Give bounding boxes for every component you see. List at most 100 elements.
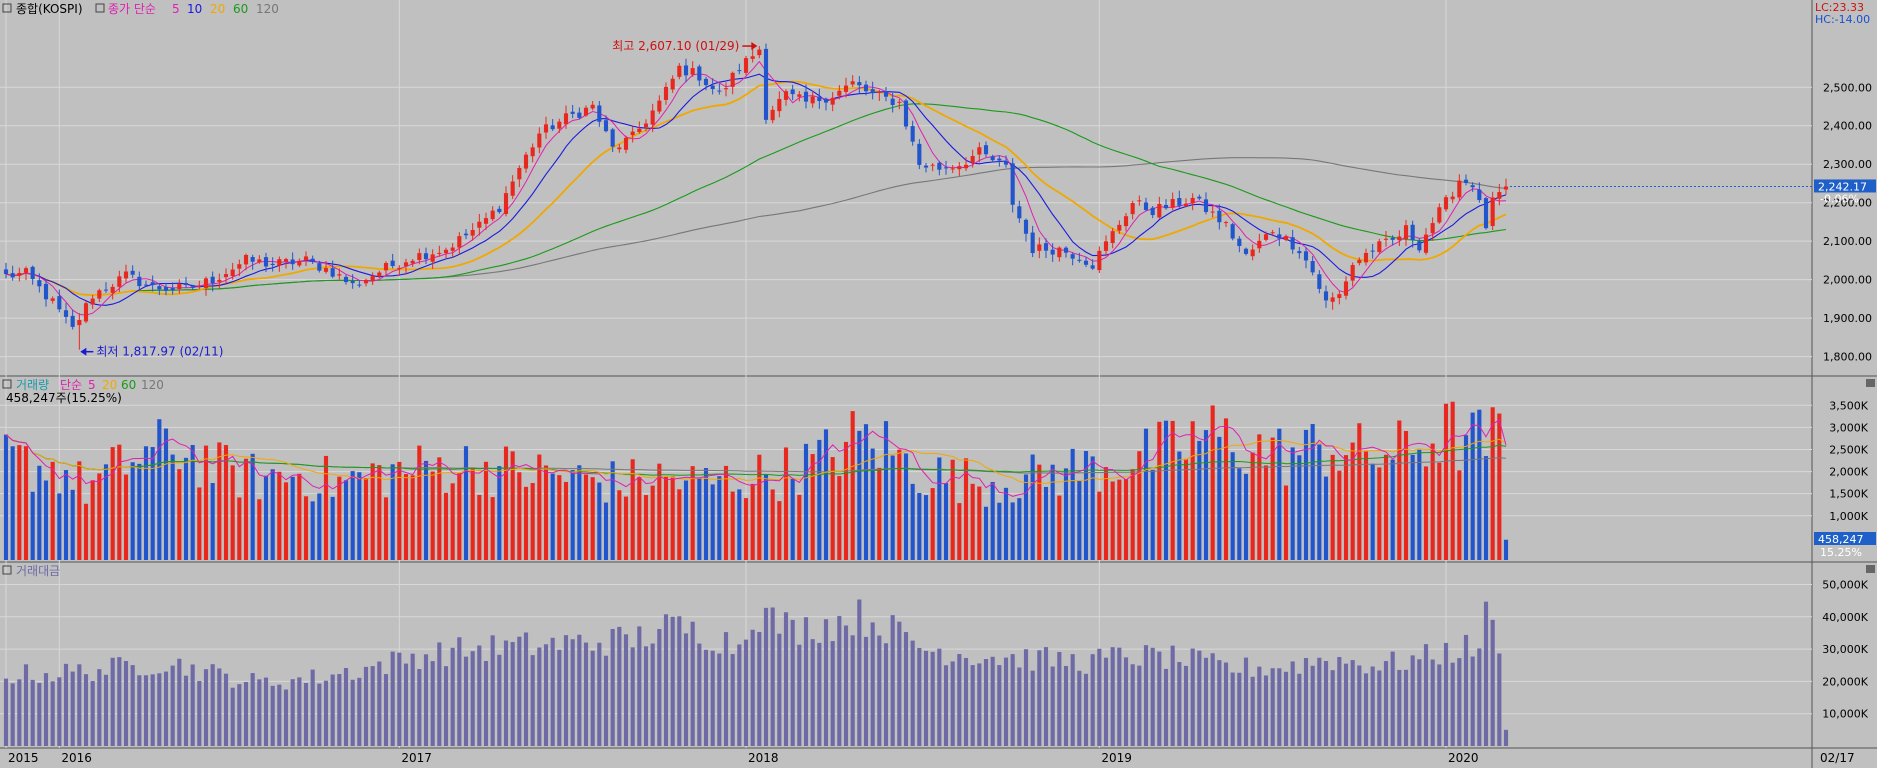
candle	[1143, 197, 1149, 212]
volume-bar	[70, 489, 75, 560]
amount-bar	[270, 685, 275, 746]
ma5-line	[5, 60, 1507, 316]
amount-bar	[803, 617, 809, 746]
volume-bar	[1243, 473, 1249, 560]
amount-bar	[1023, 649, 1029, 746]
candle-body	[963, 164, 969, 169]
amount-bar	[1317, 657, 1322, 746]
candle	[357, 280, 362, 288]
candle-body	[10, 273, 15, 278]
volume-bar	[363, 478, 369, 560]
volume-bar	[457, 472, 462, 560]
candle	[617, 143, 622, 153]
volume-bar	[503, 446, 509, 560]
candle	[883, 86, 889, 102]
volume-bar	[1403, 431, 1409, 560]
candle	[1323, 285, 1329, 308]
volume-bar	[957, 503, 962, 560]
candle-body	[197, 285, 202, 287]
candle-body	[637, 128, 642, 133]
candle	[810, 90, 815, 108]
amount-bar	[1110, 647, 1115, 746]
volume-bar	[717, 476, 722, 560]
amount-bar	[17, 679, 22, 746]
volume-panel-menu-icon[interactable]	[2, 379, 12, 389]
candle-body	[690, 68, 695, 75]
volume-bar	[1203, 430, 1209, 560]
candle-body	[1010, 163, 1015, 205]
volume-bar	[737, 489, 742, 560]
volume-bar	[557, 475, 562, 560]
amount-bar	[230, 687, 235, 746]
volume-bar	[1103, 467, 1109, 560]
last-price-value: 2,242.17	[1818, 180, 1867, 193]
candle	[1050, 243, 1055, 262]
volume-bar	[1070, 448, 1075, 560]
candle	[1070, 252, 1075, 266]
amount-bar	[1283, 671, 1289, 746]
candle	[803, 84, 809, 109]
amount-bar	[290, 679, 295, 746]
amount-bar	[757, 631, 762, 746]
amount-bar	[1377, 670, 1382, 746]
candle	[3, 262, 9, 279]
amount-bar	[630, 647, 635, 746]
candle	[1210, 205, 1215, 218]
candle	[657, 95, 662, 114]
candle-body	[1297, 251, 1302, 254]
volume-last-value: 458,247	[1818, 533, 1864, 546]
amount-bar	[783, 612, 789, 746]
candle	[1410, 220, 1415, 248]
candle	[190, 284, 195, 291]
candle	[63, 303, 69, 324]
candle-body	[190, 286, 195, 288]
candle-body	[1370, 250, 1375, 252]
amount-panel-minimize-icon[interactable]	[1866, 565, 1875, 573]
amount-bar	[1210, 653, 1215, 746]
volume-bar	[1117, 479, 1122, 560]
volume-bar	[757, 454, 762, 560]
candle-body	[70, 315, 75, 327]
candle-body	[337, 274, 342, 276]
price-y-tick: 2,500.00	[1823, 81, 1872, 94]
candle	[1483, 196, 1489, 230]
amount-bar	[1417, 659, 1422, 746]
amount-bar	[850, 635, 855, 746]
volume-bar	[1497, 413, 1502, 560]
amount-bar	[1463, 634, 1469, 746]
amount-bar	[317, 683, 322, 746]
candle-body	[1183, 203, 1189, 207]
volume-bar	[1503, 539, 1509, 560]
candle-body	[1063, 247, 1069, 253]
amount-bar	[1230, 672, 1235, 746]
amount-bar	[543, 644, 549, 746]
volume-bar	[750, 483, 755, 560]
candle-body	[310, 258, 315, 261]
candle-body	[410, 260, 415, 264]
amount-bar	[417, 669, 422, 746]
amount-bar	[583, 642, 589, 746]
amount-bars	[3, 599, 1509, 746]
candle	[437, 245, 442, 257]
volume-panel-minimize-icon[interactable]	[1866, 379, 1875, 387]
amount-y-tick: 50,000K	[1822, 578, 1868, 591]
candle-body	[597, 105, 602, 122]
amount-bar	[937, 648, 942, 746]
volume-bar	[637, 477, 642, 560]
candle-body	[697, 66, 702, 81]
candle-body	[890, 98, 895, 105]
amount-y-tick: 40,000K	[1822, 611, 1868, 624]
amount-bar	[883, 643, 889, 746]
ma-settings-icon[interactable]	[95, 3, 105, 13]
amount-panel-menu-icon[interactable]	[2, 565, 12, 575]
candle-body	[77, 320, 82, 326]
candle	[23, 266, 29, 281]
candlestick-series	[3, 43, 1812, 350]
volume-bar	[1477, 409, 1482, 560]
amount-bar	[623, 634, 629, 746]
volume-bar	[570, 470, 575, 560]
panel-menu-icon[interactable]	[2, 3, 12, 13]
volume-bar	[730, 491, 735, 560]
volume-bar	[97, 473, 102, 560]
candle-body	[103, 289, 109, 291]
